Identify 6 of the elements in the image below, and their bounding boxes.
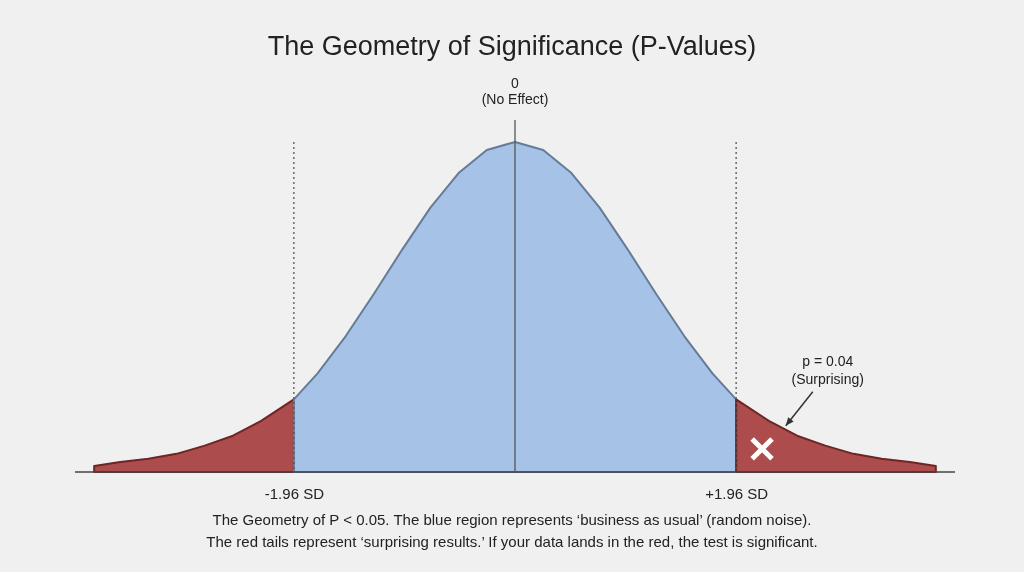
x-tick-label: +1.96 SD — [705, 484, 769, 502]
annotation: p = 0.04 (Surprising) — [791, 352, 864, 387]
chart-title: The Geometry of Significance (P-Values) — [267, 31, 757, 61]
text: The Geometry of P < 0.05. The blue region represents ‘business as usual’ (random noise). The red tails represent ‘surprising results.’ If your data lands in the red, the test is significant. — [206, 511, 818, 550]
ref-line-label: 0 (No Effect) — [481, 75, 549, 107]
x-tick-label: -1.96 SD — [264, 484, 325, 502]
